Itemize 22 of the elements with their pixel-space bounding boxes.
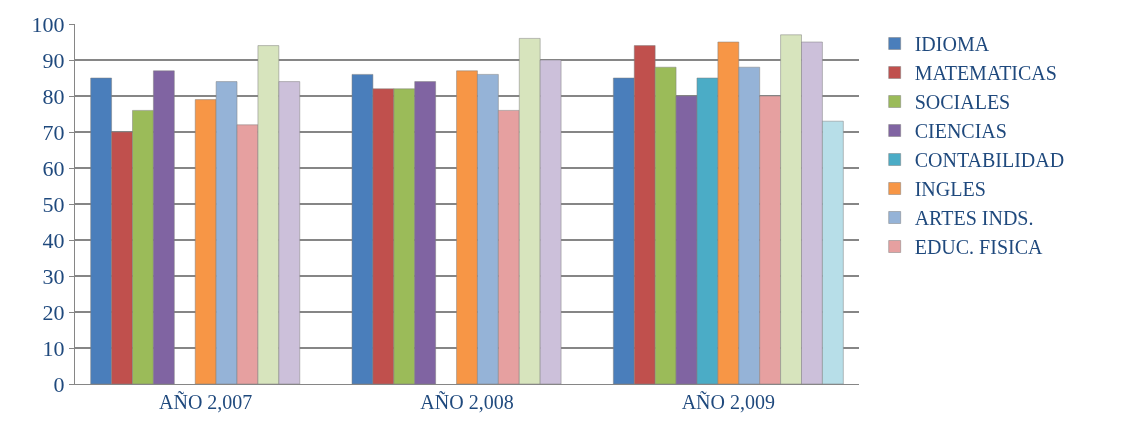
legend-label: SOCIALES bbox=[914, 91, 1011, 114]
y-tick-label: 40 bbox=[42, 227, 65, 253]
x-tick-label: AÑO 2,009 bbox=[681, 390, 775, 413]
y-tick-label: 30 bbox=[42, 263, 65, 289]
legend-label: EDUC. FISICA bbox=[914, 236, 1044, 259]
legend-label: MATEMATICAS bbox=[914, 62, 1057, 85]
y-tick-label: 20 bbox=[42, 299, 65, 325]
y-tick-label: 60 bbox=[42, 155, 65, 181]
y-tick-label: 70 bbox=[42, 119, 65, 145]
x-tick-label: AÑO 2,008 bbox=[420, 390, 514, 413]
legend-label: INGLES bbox=[914, 178, 986, 201]
x-tick-label: AÑO 2,007 bbox=[159, 390, 253, 413]
y-tick-label: 0 bbox=[53, 371, 65, 397]
y-tick-label: 80 bbox=[42, 83, 65, 109]
legend-label: IDIOMA bbox=[914, 33, 990, 56]
legend-label: ARTES INDS. bbox=[914, 207, 1034, 230]
y-tick-label: 90 bbox=[42, 47, 65, 73]
legend-label: CIENCIAS bbox=[914, 120, 1007, 143]
legend-label: CONTABILIDAD bbox=[914, 149, 1065, 172]
y-tick-label: 100 bbox=[31, 11, 65, 37]
y-tick-label: 10 bbox=[42, 335, 65, 361]
y-tick-label: 50 bbox=[42, 191, 65, 217]
